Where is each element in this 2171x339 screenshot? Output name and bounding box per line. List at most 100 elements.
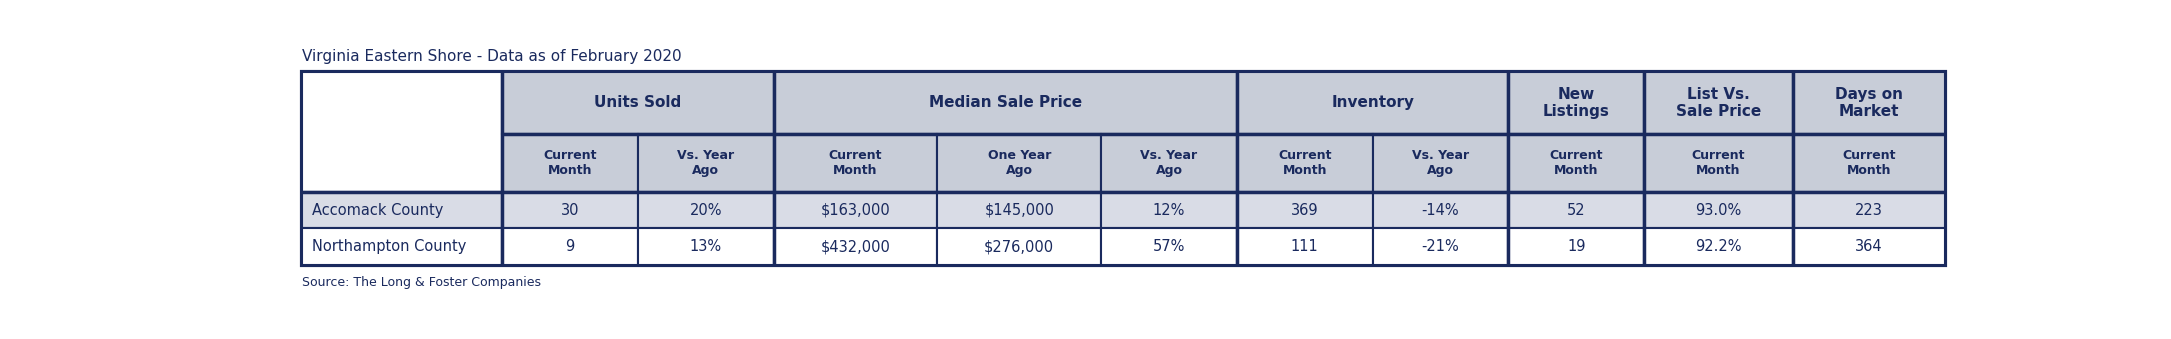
Text: Northampton County: Northampton County [313, 239, 467, 254]
Text: 92.2%: 92.2% [1696, 239, 1741, 254]
Bar [773, 72, 1237, 134]
Bar [1101, 228, 1237, 265]
Text: $163,000: $163,000 [821, 203, 890, 218]
Bar [1643, 134, 1793, 192]
Bar [938, 228, 1101, 265]
Text: 223: 223 [1856, 203, 1882, 218]
Text: 30: 30 [560, 203, 580, 218]
Bar [1643, 228, 1793, 265]
Text: Accomack County: Accomack County [313, 203, 443, 218]
Bar [1643, 72, 1793, 134]
Bar [1372, 134, 1509, 192]
Bar [773, 192, 938, 228]
Bar [302, 228, 502, 265]
Text: 20%: 20% [690, 203, 723, 218]
Bar [1237, 192, 1372, 228]
Bar [302, 228, 502, 265]
Bar [1509, 134, 1643, 192]
Bar [1237, 228, 1372, 265]
Bar [1237, 72, 1509, 134]
Text: 57%: 57% [1153, 239, 1185, 254]
Bar [1793, 72, 1945, 134]
Bar [302, 72, 1945, 265]
Text: List Vs.
Sale Price: List Vs. Sale Price [1676, 87, 1761, 119]
Text: Current
Month: Current Month [1691, 149, 1745, 177]
Bar [1372, 192, 1509, 228]
Bar [638, 228, 773, 265]
Bar [502, 134, 638, 192]
Bar [1793, 192, 1945, 228]
Bar [1643, 228, 1793, 265]
Bar [1237, 192, 1372, 228]
Bar [773, 72, 1237, 134]
Bar [1101, 134, 1237, 192]
Bar [1643, 192, 1793, 228]
Text: 364: 364 [1856, 239, 1882, 254]
Bar [1509, 228, 1643, 265]
Bar [938, 192, 1101, 228]
Bar [773, 228, 938, 265]
Text: Current
Month: Current Month [1279, 149, 1331, 177]
Text: 13%: 13% [690, 239, 723, 254]
Bar [938, 134, 1101, 192]
Bar [302, 192, 502, 228]
Bar [1237, 72, 1509, 134]
Bar [302, 72, 502, 192]
Bar [502, 192, 638, 228]
Text: $145,000: $145,000 [983, 203, 1055, 218]
Text: Vs. Year
Ago: Vs. Year Ago [1411, 149, 1470, 177]
Bar [1101, 228, 1237, 265]
Text: 369: 369 [1292, 203, 1318, 218]
Bar [1237, 134, 1372, 192]
Text: Median Sale Price: Median Sale Price [929, 95, 1081, 111]
Bar [502, 72, 773, 134]
Bar [1372, 228, 1509, 265]
Text: Current
Month: Current Month [1843, 149, 1895, 177]
Bar [773, 192, 938, 228]
Bar [773, 134, 938, 192]
Text: $276,000: $276,000 [983, 239, 1055, 254]
Bar [638, 134, 773, 192]
Text: $432,000: $432,000 [821, 239, 890, 254]
Bar [773, 228, 938, 265]
Bar [302, 72, 502, 192]
Text: Days on
Market: Days on Market [1834, 87, 1904, 119]
Text: Vs. Year
Ago: Vs. Year Ago [677, 149, 734, 177]
Bar [1372, 192, 1509, 228]
Text: Vs. Year
Ago: Vs. Year Ago [1140, 149, 1198, 177]
Bar [1101, 192, 1237, 228]
Bar [1509, 192, 1643, 228]
Text: 9: 9 [564, 239, 575, 254]
Bar [502, 134, 638, 192]
Bar [1101, 192, 1237, 228]
Bar [1793, 72, 1945, 134]
Text: Units Sold: Units Sold [595, 95, 682, 111]
Bar [1643, 72, 1793, 134]
Text: 52: 52 [1567, 203, 1585, 218]
Text: 19: 19 [1567, 239, 1585, 254]
Text: 12%: 12% [1153, 203, 1185, 218]
Bar [502, 228, 638, 265]
Bar [302, 192, 502, 228]
Text: One Year
Ago: One Year Ago [988, 149, 1051, 177]
Bar [1509, 228, 1643, 265]
Bar [1793, 228, 1945, 265]
Text: 93.0%: 93.0% [1696, 203, 1741, 218]
Text: Current
Month: Current Month [543, 149, 597, 177]
Bar [1372, 228, 1509, 265]
Bar [502, 228, 638, 265]
Bar [502, 72, 773, 134]
Bar [1509, 192, 1643, 228]
Bar [638, 228, 773, 265]
Bar [638, 192, 773, 228]
Bar [938, 134, 1101, 192]
Bar [1793, 228, 1945, 265]
Text: Virginia Eastern Shore - Data as of February 2020: Virginia Eastern Shore - Data as of Febr… [302, 48, 682, 63]
Text: Current
Month: Current Month [829, 149, 881, 177]
Bar [773, 134, 938, 192]
Text: Current
Month: Current Month [1550, 149, 1602, 177]
Bar [1237, 228, 1372, 265]
Bar [638, 134, 773, 192]
Text: -21%: -21% [1422, 239, 1459, 254]
Bar [1372, 134, 1509, 192]
